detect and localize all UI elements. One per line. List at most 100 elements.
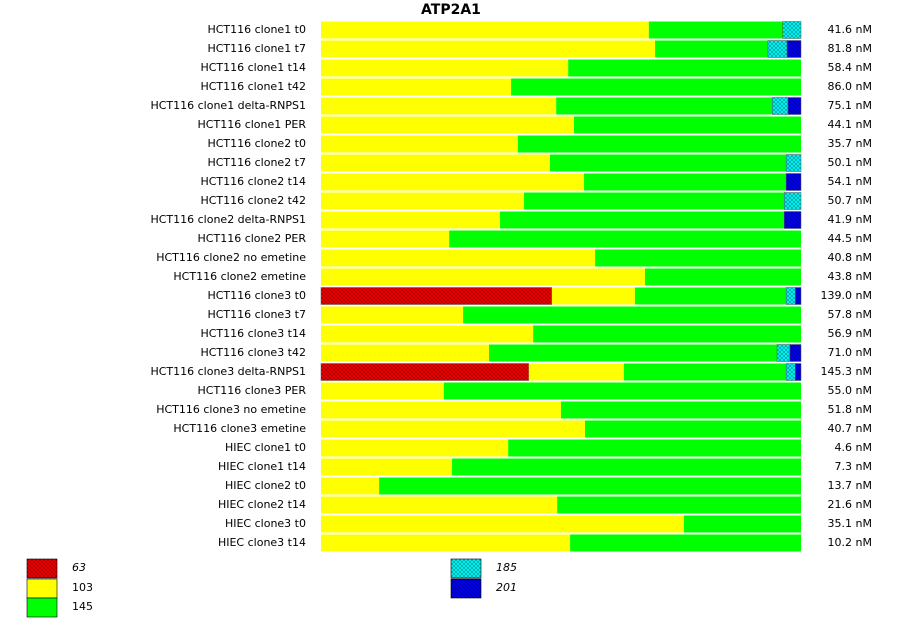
- chart-title: ATP2A1: [421, 2, 481, 18]
- bar-segment: [645, 268, 801, 286]
- row-label: HIEC clone1 t0: [225, 441, 306, 454]
- legend-swatch: [26, 597, 58, 618]
- bar-segment: [321, 496, 558, 514]
- bar-segment: [623, 363, 787, 381]
- bar-segment: [511, 78, 801, 96]
- legend-swatch: [26, 558, 58, 579]
- row-label: HIEC clone2 t14: [218, 498, 306, 511]
- bar-segment: [585, 420, 801, 438]
- row-label: HIEC clone3 t0: [225, 517, 306, 530]
- bar-segment: [524, 192, 785, 210]
- row-label: HCT116 clone1 PER: [198, 118, 307, 131]
- legend-label: 63: [72, 561, 86, 574]
- bar-segment: [452, 458, 801, 476]
- row-total: 4.6 nM: [835, 441, 872, 454]
- bar-segment: [379, 477, 801, 495]
- row-total: 50.1 nM: [828, 156, 872, 169]
- row-label: HCT116 clone1 t0: [207, 23, 306, 36]
- row-label: HCT116 clone3 t0: [207, 289, 306, 302]
- bar-segment: [767, 40, 788, 58]
- row-total: 40.8 nM: [828, 251, 872, 264]
- bar-segment: [321, 458, 453, 476]
- row-total: 81.8 nM: [828, 42, 872, 55]
- bar-segment: [683, 515, 801, 533]
- row-label: HCT116 clone3 t42: [200, 346, 306, 359]
- row-label: HCT116 clone3 t7: [207, 308, 306, 321]
- bar-segment: [794, 363, 802, 381]
- bar-segment: [556, 97, 773, 115]
- row-label: HCT116 clone2 PER: [198, 232, 307, 245]
- row-total: 55.0 nM: [828, 384, 872, 397]
- legend-swatch: [450, 578, 482, 599]
- bar-segment: [321, 192, 525, 210]
- bar-segment: [321, 325, 534, 343]
- bar-segment: [320, 363, 530, 381]
- bar-segment: [783, 192, 802, 210]
- bar-segment: [321, 420, 585, 438]
- bar-segment: [321, 211, 501, 229]
- row-total: 56.9 nM: [828, 327, 872, 340]
- row-total: 51.8 nM: [828, 403, 872, 416]
- bar-segment: [517, 135, 801, 153]
- bar-segment: [321, 116, 574, 134]
- bar-segment: [533, 325, 801, 343]
- row-label: HCT116 clone3 t14: [200, 327, 306, 340]
- bar-segment: [321, 230, 450, 248]
- row-label: HCT116 clone2 t14: [200, 175, 306, 188]
- bar-segment: [787, 97, 802, 115]
- bar-segment: [595, 249, 801, 267]
- row-label: HCT116 clone2 delta-RNPS1: [150, 213, 306, 226]
- row-total: 44.1 nM: [828, 118, 872, 131]
- bar-segment: [783, 211, 802, 229]
- bar-segment: [321, 173, 585, 191]
- bar-segment: [321, 97, 557, 115]
- bar-segment: [776, 344, 791, 362]
- bar-segment: [321, 249, 596, 267]
- bar-segment: [321, 344, 489, 362]
- bar-segment: [528, 363, 624, 381]
- row-total: 40.7 nM: [828, 422, 872, 435]
- row-total: 41.6 nM: [828, 23, 872, 36]
- bar-segment: [321, 154, 550, 172]
- legend-label: 145: [72, 600, 93, 613]
- row-total: 13.7 nM: [828, 479, 872, 492]
- bar-segment: [489, 344, 777, 362]
- row-total: 44.5 nM: [828, 232, 872, 245]
- bar-segment: [321, 401, 561, 419]
- row-total: 7.3 nM: [835, 460, 872, 473]
- bar-segment: [321, 306, 464, 324]
- row-total: 50.7 nM: [828, 194, 872, 207]
- bar-segment: [508, 439, 801, 457]
- bar-segment: [785, 173, 802, 191]
- bar-segment: [321, 534, 571, 552]
- bar-segment: [321, 78, 512, 96]
- bar-segment: [449, 230, 801, 248]
- bar-segment: [789, 344, 802, 362]
- row-label: HCT116 clone2 emetine: [173, 270, 306, 283]
- row-total: 41.9 nM: [828, 213, 872, 226]
- bar-segment: [771, 97, 789, 115]
- bar-segment: [561, 401, 801, 419]
- bar-segment: [782, 21, 802, 39]
- row-total: 35.7 nM: [828, 137, 872, 150]
- row-total: 75.1 nM: [828, 99, 872, 112]
- bar-segment: [321, 59, 569, 77]
- legend-swatch: [26, 578, 58, 599]
- bar-segment: [321, 40, 656, 58]
- row-total: 43.8 nM: [828, 270, 872, 283]
- row-total: 54.1 nM: [828, 175, 872, 188]
- row-total: 145.3 nM: [821, 365, 872, 378]
- row-label: HCT116 clone2 t7: [207, 156, 306, 169]
- row-label: HCT116 clone3 PER: [198, 384, 307, 397]
- bar-segment: [634, 287, 787, 305]
- bar-segment: [320, 287, 553, 305]
- row-label: HIEC clone3 t14: [218, 536, 306, 549]
- row-label: HCT116 clone1 delta-RNPS1: [150, 99, 306, 112]
- row-total: 21.6 nM: [828, 498, 872, 511]
- row-label: HIEC clone1 t14: [218, 460, 306, 473]
- bar-segment: [785, 154, 802, 172]
- row-label: HCT116 clone2 no emetine: [156, 251, 306, 264]
- bar-segment: [321, 268, 645, 286]
- bar-segment: [551, 287, 635, 305]
- bar-segment: [655, 40, 768, 58]
